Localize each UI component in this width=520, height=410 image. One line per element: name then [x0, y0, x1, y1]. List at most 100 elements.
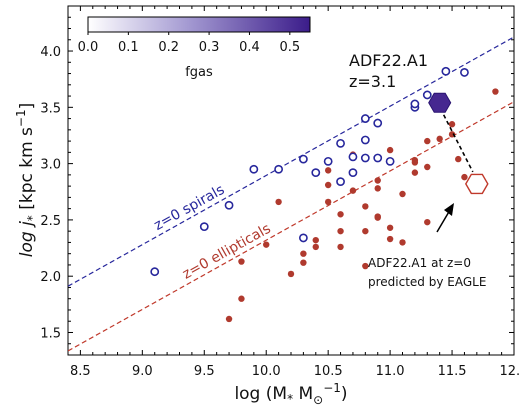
spiral-point [460, 68, 469, 77]
elliptical-point [424, 218, 431, 226]
elliptical-point [461, 173, 468, 181]
elliptical-point [492, 88, 499, 95]
spiral-point [298, 233, 308, 243]
elliptical-point [424, 163, 431, 171]
elliptical-point [448, 121, 456, 128]
colorbar [87, 16, 311, 33]
elliptical-point [349, 187, 357, 194]
x-tick-label: 9.0 [132, 364, 153, 379]
elliptical-point [337, 227, 344, 235]
spiral-point [199, 222, 209, 232]
elliptical-point [287, 270, 295, 278]
colorbar-tick-label: 0.0 [78, 40, 99, 55]
spiral-point [224, 200, 234, 210]
elliptical-point [411, 157, 419, 164]
y-tick-label: 2.0 [40, 270, 61, 285]
spiral-point [336, 138, 345, 148]
x-tick-label: 8.5 [70, 364, 91, 379]
elliptical-point [374, 185, 381, 192]
elliptical-point [337, 243, 344, 251]
y-tick-label: 3.5 [40, 101, 61, 116]
spiral-point [360, 135, 370, 145]
x-tick-label: 11.5 [438, 364, 467, 379]
spiral-point [360, 114, 370, 123]
y-tick-label: 3.0 [40, 158, 61, 173]
spiral-point [360, 153, 370, 163]
spiral-point [150, 267, 160, 277]
y-tick-label: 1.5 [40, 326, 61, 341]
spiral-point [348, 168, 358, 178]
eagle-annotation-line1: ADF22.A1 at z=0 [368, 256, 471, 270]
eagle-annotation-line2: predicted by EAGLE [368, 275, 486, 289]
elliptical-point [424, 137, 431, 145]
spiral-point [385, 156, 395, 166]
y-axis-label: log j* [kpc km s−1] [14, 103, 39, 257]
elliptical-point [362, 203, 369, 210]
adf22-redshift-label: z=3.1 [349, 72, 396, 91]
elliptical-point [455, 155, 462, 163]
spiral-point [274, 164, 284, 174]
elliptical-point [275, 198, 282, 206]
colorbar-tick-label: 0.5 [279, 40, 300, 55]
elliptical-point [300, 259, 307, 266]
elliptical-point [386, 224, 394, 231]
elliptical-point [337, 211, 344, 218]
spiral-point [441, 66, 451, 76]
colorbar-tick-label: 0.4 [239, 40, 260, 55]
colorbar-tick-label: 0.3 [199, 40, 220, 55]
colorbar-ticks: 0.0 0.1 0.2 0.3 0.4 0.5 [78, 32, 300, 55]
evolution-dashed-line [442, 114, 474, 173]
spirals-line-label: z=0 spirals [151, 182, 227, 234]
elliptical-point [362, 262, 369, 270]
x-axis-label: log (M* M⊙−1) [234, 381, 347, 407]
spiral-point [348, 152, 358, 162]
x-tick-label: 12.0 [500, 364, 520, 379]
spiral-point [422, 90, 432, 100]
colorbar-label: fgas [185, 65, 213, 80]
plot-frame [67, 5, 515, 356]
y-tick-label: 2.5 [40, 214, 61, 229]
elliptical-point [399, 239, 406, 246]
elliptical-point [386, 146, 394, 154]
elliptical-point [399, 190, 406, 198]
elliptical-point [362, 227, 369, 235]
relation-lines [68, 36, 514, 352]
elliptical-points [225, 88, 499, 323]
spiral-point [410, 99, 420, 109]
x-tick-label: 10.0 [252, 364, 281, 379]
x-tick-label: 11.0 [376, 364, 405, 379]
elliptical-point [324, 167, 332, 174]
elliptical-point [225, 315, 233, 323]
spiral-point [373, 153, 383, 163]
elliptical-point [374, 177, 381, 184]
elliptical-point [324, 198, 332, 206]
elliptical-point [238, 295, 245, 302]
elliptical-point [411, 169, 419, 176]
colorbar-tick-label: 0.2 [158, 40, 179, 55]
x-tick-label: 9.5 [194, 364, 215, 379]
spiral-point [249, 164, 259, 174]
adf22-label: ADF22.A1 [349, 51, 428, 70]
spirals-relation-line [68, 36, 514, 287]
elliptical-point [312, 236, 319, 244]
elliptical-point [324, 181, 332, 189]
elliptical-point [263, 241, 270, 248]
adf22-hexagon-marker [428, 92, 452, 113]
eagle-arrow-shaft [436, 209, 451, 233]
y-tick-label: 4.0 [40, 45, 61, 60]
elliptical-point [300, 250, 307, 257]
spiral-points [150, 66, 469, 277]
ellipticals-relation-line [68, 101, 514, 352]
elliptical-point [436, 135, 443, 143]
elliptical-point [374, 214, 381, 221]
elliptical-point [238, 258, 245, 265]
ellipticals-line-label: z=0 ellipticals [180, 221, 274, 283]
elliptical-point [312, 243, 319, 251]
eagle-arrow-head [444, 203, 454, 216]
elliptical-point [386, 235, 394, 243]
colorbar-tick-label: 0.1 [118, 40, 139, 55]
spiral-point [323, 156, 333, 166]
x-tick-label: 10.5 [314, 364, 343, 379]
spiral-point [298, 154, 308, 164]
